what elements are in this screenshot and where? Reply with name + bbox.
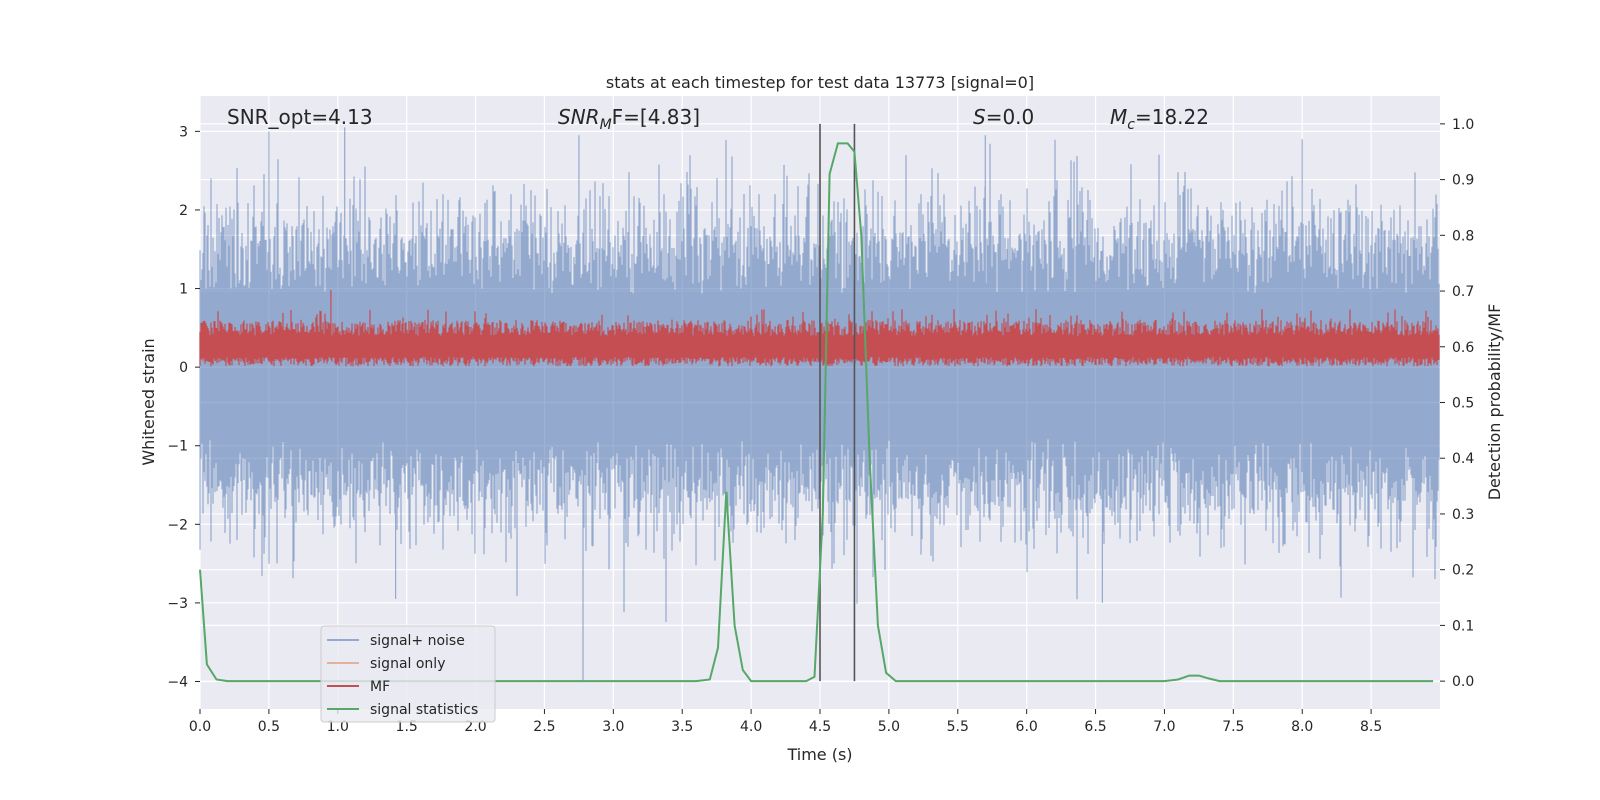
y-tick-label-right: 0.5 (1452, 396, 1474, 412)
legend-label-signal-statistics: signal statistics (370, 702, 478, 718)
y-tick-label-right: 0.9 (1452, 173, 1474, 189)
annotation-snr-mf-symbol: SNR (558, 105, 600, 129)
y-tick-label-right: 0.7 (1452, 284, 1474, 300)
x-tick-label: 5.5 (947, 719, 969, 735)
chart-title: stats at each timestep for test data 137… (606, 73, 1034, 92)
x-tick-label: 0.5 (258, 719, 280, 735)
ticks: 0.0 0.5 1.0 1.5 2.0 2.5 3.0 3.5 4.0 4.5 5.0 5.5 6.0 6… (167, 117, 1474, 735)
y-tick-label-left: 2 (179, 203, 188, 219)
x-tick-label: 5.0 (878, 719, 900, 735)
y-tick-label-right: 1.0 (1452, 117, 1474, 133)
annotation-mc: Mc=18.22 (1110, 105, 1209, 133)
x-tick-label: 4.5 (809, 719, 831, 735)
legend-frame (320, 625, 496, 723)
y-tick-label-left: −3 (167, 596, 188, 612)
y-tick-label-left: 1 (179, 282, 188, 298)
x-tick-label: 4.0 (740, 719, 762, 735)
x-tick-label: 6.5 (1084, 719, 1106, 735)
y-tick-label-right: 0.6 (1452, 340, 1474, 356)
x-tick-label: 1.0 (327, 719, 349, 735)
legend-label-signal-only: signal only (370, 656, 445, 672)
annotation-mc-value: =18.22 (1135, 105, 1209, 129)
x-tick-label: 2.5 (533, 719, 555, 735)
annotation-snr-mf-subscript: M (600, 117, 612, 133)
legend-label-mf: MF (370, 679, 390, 695)
annotation-snr-opt: SNR_opt=4.13 (227, 105, 373, 129)
x-tick-label: 2.0 (464, 719, 486, 735)
mf-line (199, 290, 1440, 367)
legend-label-signal-noise: signal+ noise (370, 633, 465, 649)
mf-series (199, 290, 1440, 367)
x-tick-label: 7.0 (1153, 719, 1175, 735)
y-tick-label-left: 3 (179, 124, 188, 140)
y-tick-label-right: 0.4 (1452, 451, 1474, 467)
y-tick-label-left: −4 (167, 674, 188, 690)
x-tick-label: 6.0 (1016, 719, 1038, 735)
annotation-s-symbol: S (973, 105, 986, 129)
y-tick-label-right: 0.1 (1452, 618, 1474, 634)
x-tick-label: 7.5 (1222, 719, 1244, 735)
signal-statistics-line (199, 142, 1434, 683)
x-axis-label: Time (s) (786, 745, 852, 764)
annotation-snr-mf: SNRMF=[4.83] (558, 105, 700, 133)
y-tick-label-right: 0.0 (1452, 674, 1474, 690)
x-tick-label: 1.5 (396, 719, 418, 735)
annotation-s-value: =0.0 (986, 105, 1035, 129)
y-axis-label-right: Detection probability/MF (1485, 304, 1504, 501)
x-tick-label: 8.0 (1291, 719, 1313, 735)
y-tick-label-left: 0 (179, 360, 188, 376)
legend: signal+ noise signal only MF signal stat… (320, 625, 496, 723)
y-tick-label-right: 0.3 (1452, 507, 1474, 523)
y-axis-label-left: Whitened strain (139, 338, 158, 465)
y-tick-label-right: 0.8 (1452, 228, 1474, 244)
x-tick-label: 3.5 (671, 719, 693, 735)
signal-statistics-series (199, 142, 1434, 683)
annotation-snr-mf-value: F=[4.83] (612, 105, 700, 129)
x-tick-label: 3.0 (602, 719, 624, 735)
annotation-s: S=0.0 (973, 105, 1034, 129)
x-tick-label: 0.0 (189, 719, 211, 735)
y-tick-label-left: −1 (167, 439, 188, 455)
x-tick-label: 8.5 (1360, 719, 1382, 735)
annotation-mc-symbol: M (1110, 105, 1127, 129)
annotation-mc-subscript: c (1127, 117, 1135, 133)
y-tick-label-left: −2 (167, 517, 188, 533)
y-tick-label-right: 0.2 (1452, 563, 1474, 579)
